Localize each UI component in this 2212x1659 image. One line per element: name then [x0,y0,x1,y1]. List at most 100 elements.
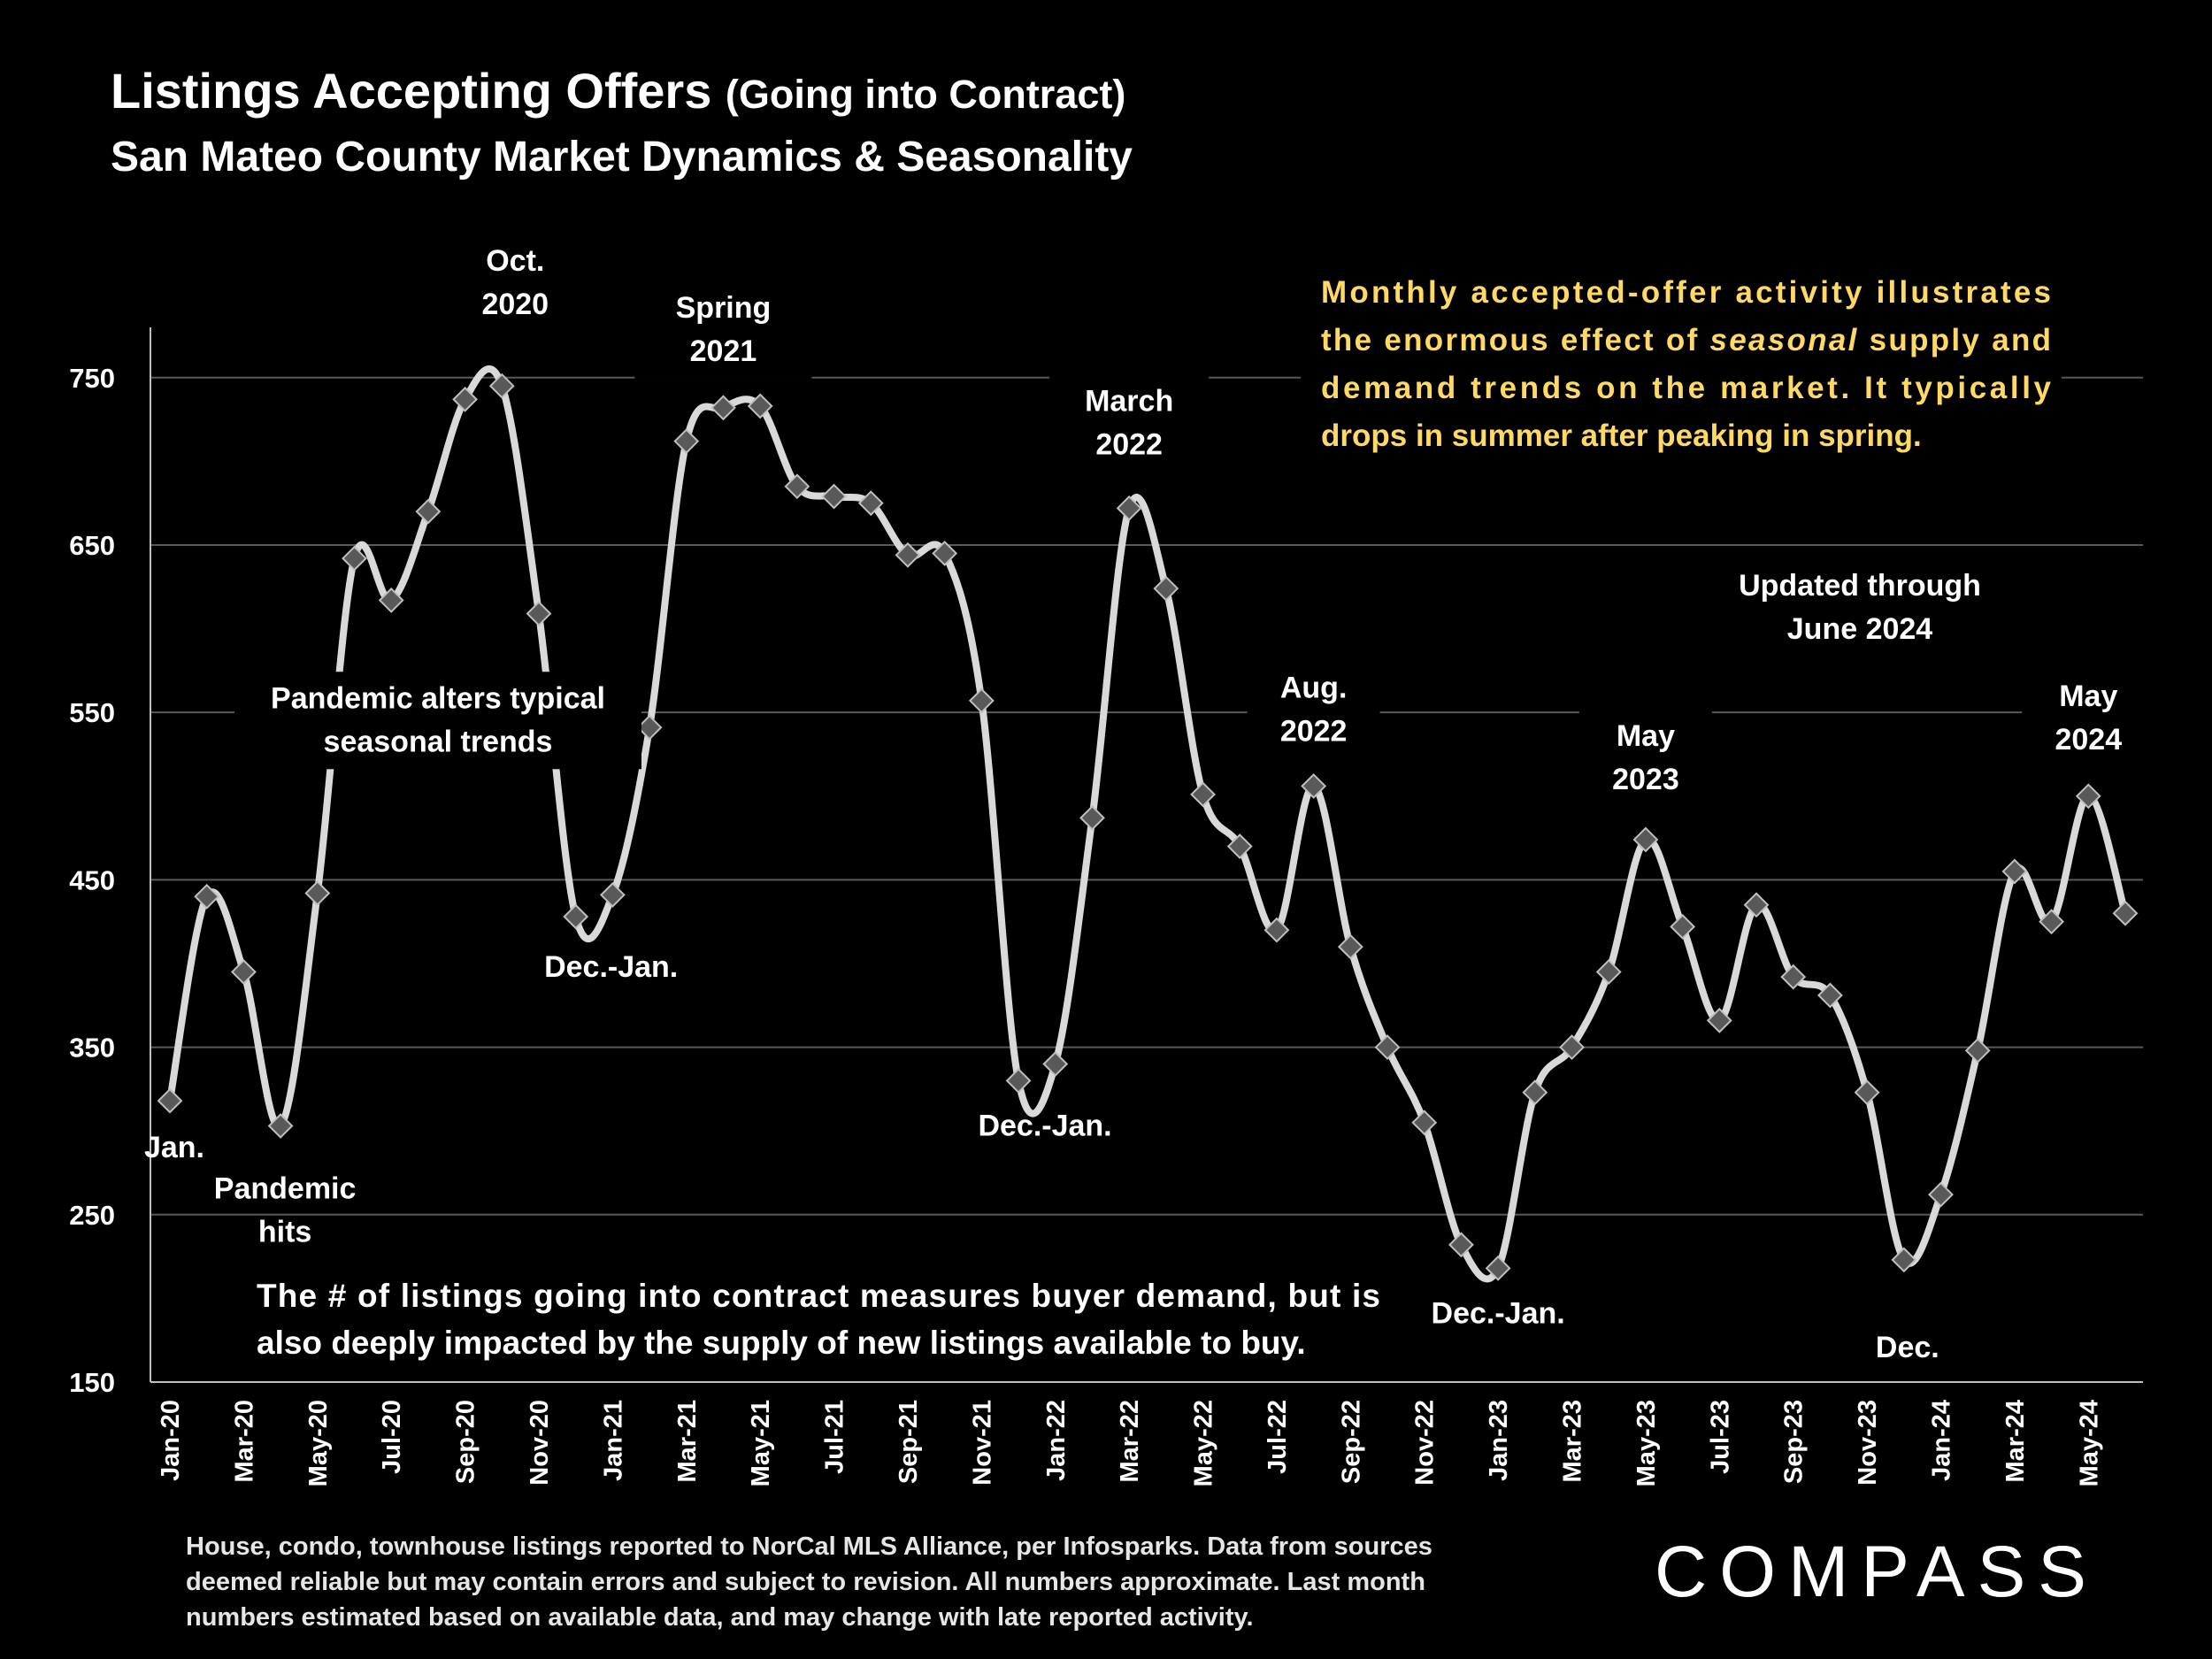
data-point-marker [488,373,515,399]
data-point-marker [1670,913,1696,940]
data-point-marker [821,483,847,510]
y-tick-label: 450 [69,864,115,895]
annotation-label-bg [435,234,595,333]
x-tick-label: Sep-20 [452,1400,480,1484]
data-point-marker [1374,1034,1401,1061]
y-tick-label: 250 [69,1200,115,1231]
annotation-label: Dec.-Jan. [1432,1296,1565,1330]
annotation-label: Aug. [1280,671,1348,704]
data-point-marker [2075,783,2101,810]
annotation-label-bg [234,672,641,770]
data-point-marker [415,498,442,525]
bottom-note-bg [239,1265,1389,1376]
y-tick-label: 750 [69,363,115,394]
annotation-label: 2024 [2055,723,2122,757]
y-tick-label: 350 [69,1033,115,1064]
x-tick-label: Jan-21 [599,1400,627,1481]
y-tick-label: 150 [69,1367,115,1398]
data-point-marker [194,883,220,910]
data-point-marker [1042,1051,1069,1077]
series-line [166,365,2129,1283]
data-point-marker [710,395,736,421]
annotation-label: Pandemic alters typical [271,681,605,715]
chart-title-main: Listings Accepting Offers [111,63,712,119]
x-tick-label: Mar-24 [2001,1400,2030,1483]
x-tick-label: Jan-23 [1485,1400,1513,1481]
data-point-marker [304,880,331,906]
annotation-label: Pandemic [214,1172,357,1206]
info-box-text: the enormous effect of seasonal supply a… [1321,323,2051,357]
data-point-marker [2112,900,2139,926]
x-tick-label: Nov-20 [526,1400,554,1486]
annotation-label: 2020 [481,288,549,321]
data-point-marker [1743,892,1770,918]
x-tick-label: May-22 [1190,1400,1218,1486]
data-point-marker [1153,575,1179,602]
x-axis: Jan-20 Mar-20 May-20 Jul-20 Sep-20 Nov-20 Jan-… [150,1381,2143,1486]
data-point-marker [1632,826,1659,853]
x-tick-label: May-24 [2075,1400,2103,1486]
data-point-marker [895,541,921,568]
x-tick-label: Jul-22 [1263,1400,1292,1474]
annotation-label: Dec. [1876,1331,1939,1364]
data-point-marker [599,881,626,908]
x-tick-label: May-20 [304,1400,333,1486]
chart-title: Listings Accepting Offers (Going into Co… [111,62,1125,119]
data-point-marker [1337,933,1363,960]
compass-logo: COMPASS [1655,1532,2099,1612]
annotation-label: 2021 [690,334,757,368]
info-box-text: Monthly accepted-offer activity illustra… [1321,275,2051,310]
annotation-label: May [2059,680,2117,713]
x-tick-label: Mar-21 [673,1400,702,1483]
bottom-note-text: also deeply impacted by the supply of ne… [257,1325,1306,1361]
data-point-marker [747,393,773,419]
annotation-label: Spring [676,291,772,325]
data-point-marker [1005,1068,1032,1094]
data-point-marker [968,687,995,714]
annotation-label: March [1085,384,1173,418]
annotation-label-bg [1247,661,1380,759]
data-point-marker [1116,495,1142,521]
x-tick-label: Mar-23 [1559,1400,1587,1483]
info-box-text: drops in summer after peaking in spring. [1321,419,1922,453]
data-point-marker [1448,1232,1474,1258]
x-tick-label: Nov-22 [1411,1400,1440,1486]
annotation-label-bg [634,280,812,379]
x-tick-label: Jan-22 [1042,1400,1071,1481]
data-point-marker [378,587,404,613]
data-point-marker [1301,773,1327,799]
annotations: Jan. Pandemic hits Oct. 2020 Pandemic alters … [144,234,2155,1364]
data-point-marker [932,541,958,566]
y-axis: 150 250 350 450 550 650 750 [69,327,151,1398]
x-tick-label: Nov-23 [1854,1400,1882,1486]
data-point-marker [1411,1110,1438,1136]
updated-note: Updated through [1739,569,1981,603]
data-point-marker [267,1113,294,1139]
x-tick-label: Nov-21 [968,1400,996,1486]
data-point-marker [452,386,478,412]
annotation-label: Oct. [486,244,544,278]
data-point-marker [1817,982,1843,1009]
data-point-marker [1263,917,1290,943]
x-tick-label: May-23 [1632,1400,1661,1486]
series-line-path [166,365,2129,1283]
annotation-label: seasonal trends [324,725,553,758]
updated-note: June 2024 [1787,612,1933,646]
data-point-marker [1964,1037,1991,1064]
annotation-label: Jan. [144,1131,204,1164]
data-point-marker [1891,1247,1917,1273]
x-tick-label: Jan-20 [157,1400,185,1481]
x-tick-label: Sep-22 [1337,1400,1365,1484]
x-tick-label: Jul-21 [821,1400,849,1474]
data-point-marker [1522,1079,1548,1106]
chart-title-suffix: (Going into Contract) [725,72,1126,117]
updated-note-bg [1747,557,1978,708]
data-point-marker [1079,804,1105,831]
data-point-marker [1226,833,1253,859]
data-point-marker [673,428,700,455]
data-point-marker [2039,909,2065,935]
grid-lines [150,376,2143,1216]
notes: Monthly accepted-offer activity illustra… [239,265,2062,1376]
data-point-marker [1559,1034,1585,1061]
